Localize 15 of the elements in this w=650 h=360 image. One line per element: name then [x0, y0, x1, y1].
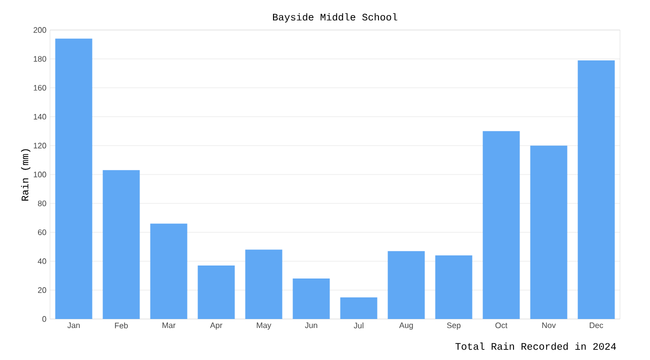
bar [102, 170, 140, 319]
bar [198, 266, 235, 319]
x-axis-title: Total Rain Recorded in 2024 [455, 342, 616, 350]
bar [245, 250, 282, 319]
bar [340, 297, 378, 319]
bar [388, 251, 425, 319]
bar [150, 224, 188, 319]
bar [482, 131, 520, 319]
bar [530, 146, 568, 319]
bar [292, 278, 330, 319]
y-axis-title: Rain (mm) [21, 149, 30, 201]
bar [578, 60, 615, 319]
chart-title: Bayside Middle School [273, 13, 398, 22]
bar [55, 38, 92, 319]
bar [435, 255, 472, 319]
